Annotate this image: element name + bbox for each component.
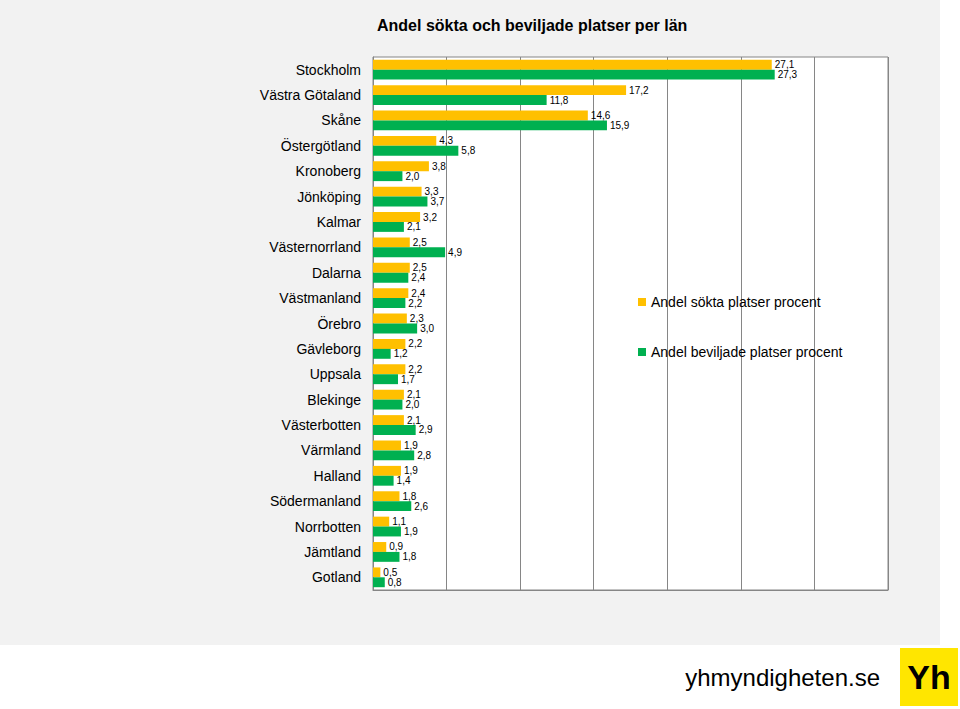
svg-text:Andel sökta och beviljade plat: Andel sökta och beviljade platser per lä…	[377, 17, 687, 34]
svg-text:2,1: 2,1	[407, 221, 421, 232]
svg-text:Halland: Halland	[314, 468, 361, 484]
svg-text:14,6: 14,6	[591, 110, 611, 121]
svg-text:2,0: 2,0	[405, 171, 419, 182]
svg-text:Jönköping: Jönköping	[297, 189, 361, 205]
svg-text:2,3: 2,3	[409, 313, 424, 325]
svg-text:2,6: 2,6	[414, 501, 428, 512]
svg-text:3,2: 3,2	[423, 212, 437, 223]
svg-text:Västra Götaland: Västra Götaland	[260, 87, 361, 103]
svg-text:2,5: 2,5	[412, 262, 427, 274]
svg-text:Jämtland: Jämtland	[304, 544, 361, 560]
svg-text:0,5: 0,5	[383, 566, 398, 578]
svg-text:Kalmar: Kalmar	[317, 214, 362, 230]
svg-text:Västernorrland: Västernorrland	[269, 239, 361, 255]
svg-text:2,2: 2,2	[408, 338, 422, 349]
svg-text:Andel sökta platser procent: Andel sökta platser procent	[651, 294, 821, 310]
svg-text:27,3: 27,3	[778, 69, 798, 80]
svg-text:15,9: 15,9	[610, 120, 630, 131]
svg-text:2,8: 2,8	[417, 450, 431, 461]
svg-text:2,4: 2,4	[411, 287, 426, 299]
svg-text:1,4: 1,4	[397, 475, 411, 486]
svg-text:2,4: 2,4	[411, 272, 425, 283]
svg-text:3,8: 3,8	[432, 161, 446, 172]
svg-text:1,1: 1,1	[392, 516, 407, 528]
svg-text:2,9: 2,9	[419, 424, 433, 435]
svg-text:3,0: 3,0	[420, 323, 434, 334]
svg-text:Norrbotten: Norrbotten	[295, 519, 361, 535]
svg-text:17,2: 17,2	[629, 85, 649, 96]
svg-text:Kronoberg: Kronoberg	[296, 163, 361, 179]
svg-text:2,2: 2,2	[408, 298, 422, 309]
svg-text:2,2: 2,2	[408, 363, 423, 375]
svg-text:Södermanland: Södermanland	[270, 493, 361, 509]
svg-text:2,0: 2,0	[405, 399, 419, 410]
html-text:Yh: Yh	[907, 658, 951, 696]
svg-text:1,9: 1,9	[404, 440, 418, 451]
svg-text:0,8: 0,8	[388, 577, 402, 588]
svg-text:1,2: 1,2	[394, 348, 408, 359]
svg-text:1,9: 1,9	[404, 465, 418, 477]
svg-text:Uppsala: Uppsala	[310, 366, 362, 382]
svg-text:2,5: 2,5	[413, 237, 427, 248]
svg-text:1,8: 1,8	[402, 551, 416, 562]
svg-text:11,8: 11,8	[550, 95, 569, 106]
svg-text:0,9: 0,9	[389, 541, 403, 552]
svg-text:Stockholm: Stockholm	[296, 62, 361, 78]
svg-text:Värmland: Värmland	[301, 442, 361, 458]
svg-text:Örebro: Örebro	[317, 315, 361, 332]
svg-text:Skåne: Skåne	[321, 112, 361, 128]
svg-text:4,9: 4,9	[448, 247, 462, 258]
svg-text:Västmanland: Västmanland	[279, 290, 361, 306]
svg-text:2,1: 2,1	[406, 414, 421, 426]
svg-text:2,1: 2,1	[406, 389, 421, 401]
svg-text:3,3: 3,3	[424, 186, 439, 198]
svg-text:Östergötland: Östergötland	[281, 137, 361, 154]
svg-text:3,7: 3,7	[430, 196, 444, 207]
svg-text:Blekinge: Blekinge	[307, 392, 361, 408]
svg-text:Dalarna: Dalarna	[312, 265, 361, 281]
svg-text:Västerbotten: Västerbotten	[282, 417, 361, 433]
svg-text:Gotland: Gotland	[312, 569, 361, 585]
svg-text:27,1: 27,1	[774, 59, 795, 71]
svg-text:5,8: 5,8	[461, 145, 475, 156]
svg-text:1,7: 1,7	[401, 374, 415, 385]
svg-text:4,3: 4,3	[439, 135, 453, 146]
svg-text:1,9: 1,9	[404, 526, 418, 537]
html-text:yhmyndigheten.se: yhmyndigheten.se	[685, 664, 880, 691]
svg-text:1,8: 1,8	[402, 490, 417, 502]
svg-text:Gävleborg: Gävleborg	[296, 341, 361, 357]
svg-text:Andel beviljade platser procen: Andel beviljade platser procent	[651, 344, 843, 360]
